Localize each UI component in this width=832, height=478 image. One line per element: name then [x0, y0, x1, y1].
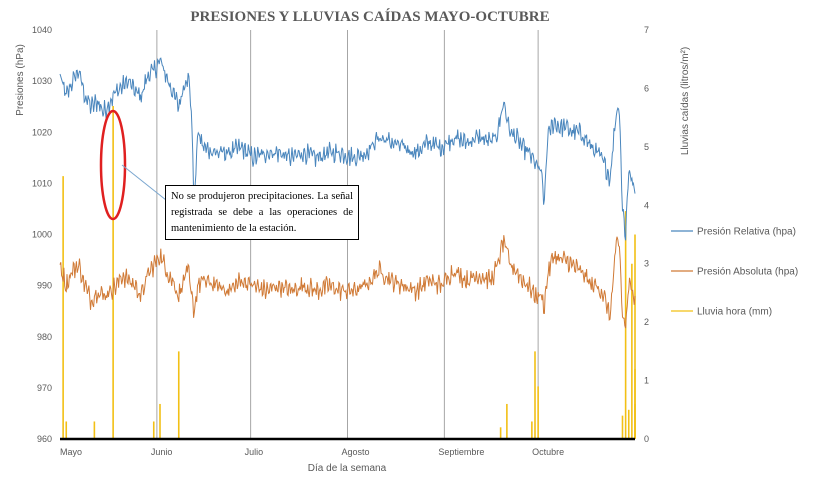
- annotation-pointer: [121, 164, 167, 201]
- left-tick-label: 1000: [32, 230, 52, 240]
- month-label: Octubre: [532, 447, 564, 457]
- x-axis-month-labels: Mayo Junio Julio Agosto Septiembre Octubre: [60, 447, 564, 457]
- month-label: Mayo: [60, 447, 82, 457]
- left-tick-label: 960: [37, 434, 52, 444]
- left-tick-label: 970: [37, 383, 52, 393]
- left-tick-label: 990: [37, 281, 52, 291]
- annotation-box: No se produjeron precipitaciones. La señ…: [165, 185, 359, 240]
- left-axis-ticks: 960 970 980 990 1000 1010 1020 1030 1040: [32, 25, 52, 444]
- right-tick-label: 5: [644, 142, 649, 152]
- legend-entry: Presión Absoluta (hpa): [697, 267, 798, 278]
- right-tick-label: 4: [644, 200, 649, 210]
- left-tick-label: 980: [37, 332, 52, 342]
- right-tick-label: 3: [644, 259, 649, 269]
- y-axis-label-right: Lluvias caídas (litros/m²): [680, 47, 691, 155]
- legend-entry: Lluvia hora (mm): [697, 307, 772, 318]
- left-tick-label: 1020: [32, 127, 52, 137]
- series-line: [59, 235, 636, 329]
- series-line: [59, 57, 636, 241]
- annotation-circle: [99, 109, 127, 221]
- rain-series: [62, 105, 636, 439]
- left-tick-label: 1040: [32, 25, 52, 35]
- legend: Presión Relativa (hpa) Presión Absoluta (…: [671, 227, 798, 318]
- right-tick-label: 1: [644, 376, 649, 386]
- month-label: Agosto: [342, 447, 370, 457]
- y-axis-label-left: Presiones (hPa): [15, 44, 26, 116]
- chart-title: PRESIONES Y LLUVIAS CAÍDAS MAYO-OCTUBRE: [190, 8, 549, 25]
- month-label: Septiembre: [438, 447, 484, 457]
- right-tick-label: 0: [644, 434, 649, 444]
- right-tick-label: 7: [644, 25, 649, 35]
- legend-entry: Presión Relativa (hpa): [697, 227, 796, 238]
- right-tick-label: 6: [644, 83, 649, 93]
- month-label: Julio: [245, 447, 264, 457]
- right-axis-ticks: 0 1 2 3 4 5 6 7: [644, 25, 649, 444]
- annotation-text: No se produjeron precipitaciones. La señ…: [171, 191, 353, 234]
- right-tick-label: 2: [644, 317, 649, 327]
- left-tick-label: 1030: [32, 76, 52, 86]
- left-tick-label: 1010: [32, 178, 52, 188]
- pressure-series: [59, 57, 636, 329]
- month-label: Junio: [151, 447, 173, 457]
- x-axis-label: Día de la semana: [308, 463, 387, 474]
